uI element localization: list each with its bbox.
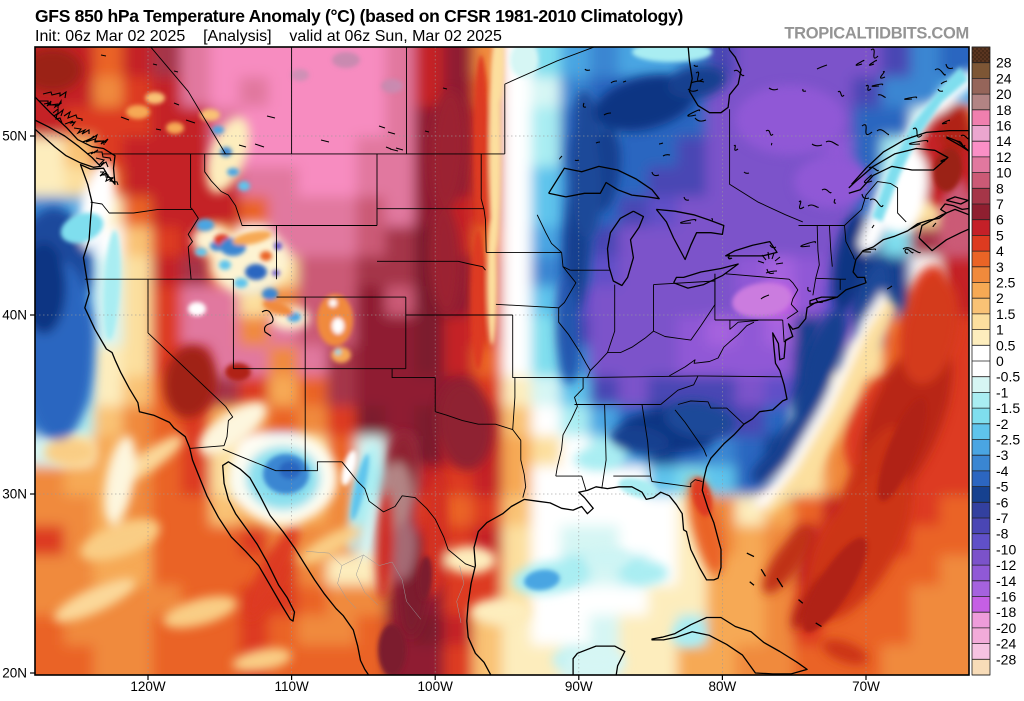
svg-text:30N: 30N — [2, 487, 27, 502]
svg-text:-28: -28 — [996, 651, 1016, 667]
svg-text:0.5: 0.5 — [996, 337, 1016, 353]
svg-text:10: 10 — [996, 165, 1012, 181]
svg-text:16: 16 — [996, 118, 1012, 134]
svg-text:40N: 40N — [2, 308, 27, 323]
svg-text:-24: -24 — [996, 636, 1016, 652]
svg-text:-6: -6 — [996, 494, 1009, 510]
svg-text:-12: -12 — [996, 557, 1016, 573]
svg-text:50N: 50N — [2, 129, 27, 144]
svg-text:8: 8 — [996, 180, 1004, 196]
svg-text:90W: 90W — [565, 679, 593, 694]
svg-text:5: 5 — [996, 227, 1004, 243]
svg-text:-7: -7 — [996, 510, 1009, 526]
svg-text:28: 28 — [996, 55, 1012, 71]
svg-text:-20: -20 — [996, 620, 1016, 636]
svg-text:1: 1 — [996, 322, 1004, 338]
svg-text:GFS 850 hPa Temperature Anomal: GFS 850 hPa Temperature Anomaly (°C) (ba… — [35, 6, 683, 26]
svg-text:20: 20 — [996, 86, 1012, 102]
svg-text:1.5: 1.5 — [996, 306, 1016, 322]
svg-text:-4: -4 — [996, 463, 1009, 479]
svg-text:-8: -8 — [996, 526, 1009, 542]
svg-text:14: 14 — [996, 133, 1012, 149]
svg-text:20N: 20N — [2, 666, 27, 681]
svg-text:-0.5: -0.5 — [996, 369, 1020, 385]
svg-text:-2.5: -2.5 — [996, 432, 1020, 448]
svg-text:4: 4 — [996, 243, 1004, 259]
svg-text:-1: -1 — [996, 384, 1009, 400]
svg-text:-3: -3 — [996, 447, 1009, 463]
svg-text:-1.5: -1.5 — [996, 400, 1020, 416]
svg-text:18: 18 — [996, 102, 1012, 118]
svg-text:100W: 100W — [418, 679, 454, 694]
svg-text:6: 6 — [996, 212, 1004, 228]
svg-text:-16: -16 — [996, 589, 1016, 605]
svg-text:110W: 110W — [274, 679, 309, 694]
svg-text:24: 24 — [996, 70, 1012, 86]
svg-text:Init: 06z Mar 02 2025 [Anal: Init: 06z Mar 02 2025 [Analysis] valid a… — [35, 28, 502, 45]
svg-text:0: 0 — [996, 353, 1004, 369]
svg-text:3: 3 — [996, 259, 1004, 275]
svg-text:TROPICALTIDBITS.COM: TROPICALTIDBITS.COM — [784, 25, 969, 43]
svg-text:80W: 80W — [709, 679, 737, 694]
svg-text:2: 2 — [996, 290, 1004, 306]
svg-text:-14: -14 — [996, 573, 1016, 589]
svg-text:12: 12 — [996, 149, 1012, 165]
svg-text:120W: 120W — [130, 679, 166, 694]
svg-text:-2: -2 — [996, 416, 1009, 432]
svg-text:70W: 70W — [852, 679, 880, 694]
svg-text:-5: -5 — [996, 479, 1009, 495]
svg-text:-10: -10 — [996, 541, 1016, 557]
svg-text:7: 7 — [996, 196, 1004, 212]
svg-text:2.5: 2.5 — [996, 275, 1016, 291]
svg-text:-18: -18 — [996, 604, 1016, 620]
